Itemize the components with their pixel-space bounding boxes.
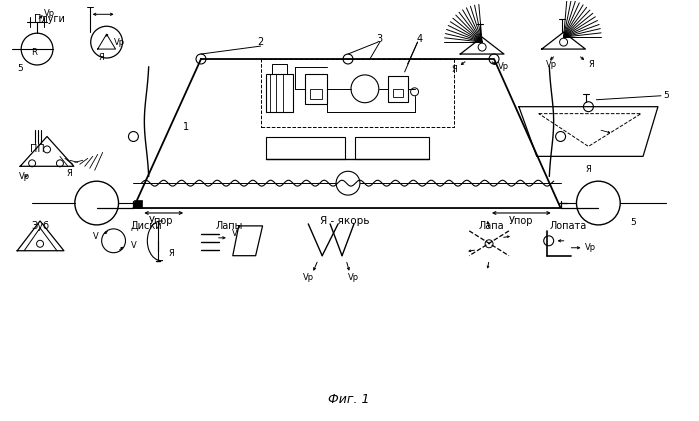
Text: V: V [131, 241, 136, 250]
Text: Я: Я [67, 169, 73, 178]
Text: Лапы: Лапы [215, 221, 243, 231]
Bar [266, 138, 345, 159]
Bar [355, 138, 429, 159]
Text: Лопата: Лопата [550, 221, 587, 231]
Text: Упор: Упор [509, 216, 533, 226]
Text: Vp: Vp [585, 243, 596, 252]
Text: V: V [232, 229, 238, 238]
Text: Я: Я [586, 165, 591, 174]
Text: 2: 2 [257, 37, 264, 47]
Text: ПП: ПП [29, 144, 45, 155]
Text: Vp: Vp [114, 37, 125, 47]
Text: 4: 4 [417, 34, 423, 44]
Text: Я: Я [168, 249, 174, 258]
Bar [310, 89, 322, 99]
Text: Vp: Vp [45, 9, 55, 18]
Text: Я: Я [452, 65, 457, 75]
Text: 5: 5 [630, 218, 636, 227]
Bar [266, 74, 294, 112]
Text: Vp: Vp [19, 172, 30, 181]
Text: Vp: Vp [498, 62, 510, 72]
Text: 5: 5 [663, 91, 669, 100]
Bar [305, 74, 327, 104]
Text: Лапа: Лапа [478, 221, 504, 231]
Text: Плуги: Плуги [34, 14, 65, 24]
Text: Зуб: Зуб [31, 221, 49, 231]
Text: Диски: Диски [131, 221, 162, 231]
Text: Фиг. 1: Фиг. 1 [329, 393, 370, 406]
Text: R: R [31, 48, 37, 56]
Text: Упор: Упор [149, 216, 173, 226]
Text: Vp: Vp [546, 61, 557, 69]
Text: Я: Я [589, 61, 594, 69]
Bar [393, 89, 403, 97]
Text: Я: Я [99, 53, 105, 61]
Text: Vp: Vp [348, 273, 359, 282]
Bar [271, 64, 287, 74]
Text: Vp: Vp [303, 273, 314, 282]
Text: 3: 3 [377, 34, 383, 44]
Text: Я - якорь: Я - якорь [320, 216, 370, 226]
Text: 1: 1 [183, 122, 189, 131]
Text: V: V [93, 232, 99, 241]
Bar [388, 76, 408, 102]
Bar [134, 200, 143, 208]
Text: 5: 5 [17, 64, 23, 73]
